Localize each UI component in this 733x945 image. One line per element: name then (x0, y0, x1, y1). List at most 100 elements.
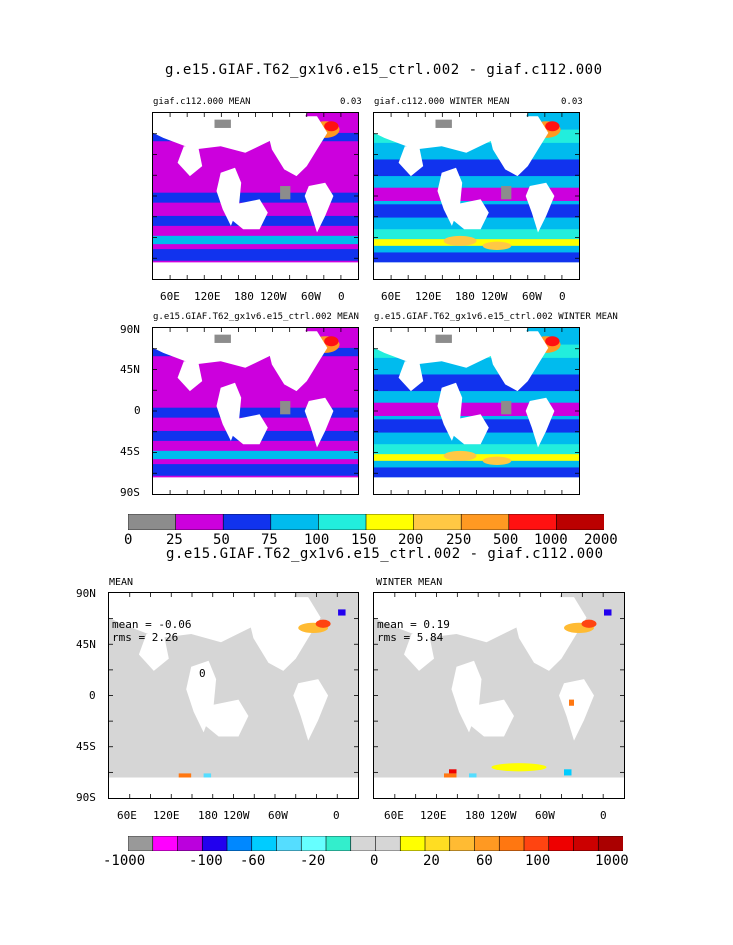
panel-label-bl: MEAN (109, 577, 134, 588)
lat-label: 45N (76, 638, 96, 651)
colorbar-swatch (413, 513, 463, 531)
lat-label: 0 (89, 689, 96, 702)
lon-label: 120W (490, 809, 517, 822)
cb-label: -60 (240, 853, 266, 869)
colorbar-swatch (597, 835, 624, 852)
colorbar-swatch (222, 513, 272, 531)
colorbar-swatch (508, 513, 558, 531)
panel-label-tr: giaf.c112.000 WINTER MEAN (374, 97, 510, 107)
cb-label: 100 (525, 853, 551, 869)
anomaly (338, 609, 346, 616)
field-patch (214, 334, 231, 343)
cb-label: 25 (166, 532, 183, 548)
land-mask (304, 182, 334, 233)
map-panel-mid-left (152, 327, 359, 495)
field-band (153, 249, 358, 261)
land-mask (514, 597, 587, 671)
anomaly (315, 619, 331, 628)
land-mask (398, 146, 424, 177)
map-svg-tr (374, 113, 579, 279)
colorbar-swatch (449, 835, 476, 852)
lon-label: 0 (559, 290, 566, 303)
anomaly (178, 773, 192, 778)
lon-label: 180 (234, 290, 254, 303)
map-panel-top-right (373, 112, 580, 280)
cb-label: 75 (261, 532, 278, 548)
field-patch (280, 186, 291, 200)
lon-label: 120E (153, 809, 180, 822)
land-mask (153, 262, 358, 279)
anomaly (203, 773, 212, 778)
stat-mean-left: mean = -0.06 (112, 618, 192, 631)
top-figure-title: g.e15.GIAF.T62_gx1v6.e15_ctrl.002 - giaf… (165, 62, 603, 78)
land-mask (404, 634, 434, 671)
colorbar-swatch (318, 513, 367, 531)
colorbar-swatch (573, 835, 600, 852)
land-mask (153, 113, 307, 153)
panel-label-br: WINTER MEAN (376, 577, 443, 588)
lon-label: 0 (338, 290, 345, 303)
colorbar-swatch (556, 513, 605, 531)
land-mask (374, 328, 528, 368)
cb-label: 60 (476, 853, 493, 869)
lon-label: 120W (481, 290, 508, 303)
land-mask (177, 361, 203, 392)
map-svg-bl (109, 593, 358, 798)
lat-label: 0 (134, 404, 141, 417)
bottom-colorbar-svg (127, 835, 624, 852)
field-hotspot (545, 336, 560, 347)
cb-label: 1000 (595, 853, 629, 869)
land-mask (109, 777, 358, 798)
land-mask (451, 199, 489, 230)
colorbar-swatch (399, 835, 426, 852)
colorbar-swatch (548, 835, 575, 852)
land-mask (267, 116, 328, 177)
lon-label: 120E (415, 290, 442, 303)
colorbar-swatch (270, 513, 320, 531)
map-panel-top-left (152, 112, 359, 280)
field-band (374, 467, 579, 478)
stat-rms-left: rms = 2.26 (112, 631, 179, 644)
colorbar-swatch (498, 835, 525, 852)
field-band (374, 454, 579, 461)
field-band (153, 407, 358, 418)
colorbar-swatch (350, 835, 377, 852)
land-mask (153, 328, 307, 368)
colorbar-swatch (276, 835, 303, 852)
land-mask (267, 331, 328, 392)
land-mask (109, 593, 296, 643)
land-mask (488, 116, 549, 177)
panel-label-ml: g.e15.GIAF.T62_gx1v6.e15_ctrl.002 MEAN (153, 312, 359, 322)
colorbar-swatch (177, 835, 204, 852)
stat-rms-right: rms = 5.84 (377, 631, 444, 644)
contour-label-left: 0 (199, 667, 206, 680)
field-hotspot (545, 121, 560, 132)
colorbar-swatch (300, 835, 327, 852)
land-mask (374, 113, 528, 153)
land-mask (398, 361, 424, 392)
lat-label: 45N (120, 363, 140, 376)
lon-label: 60W (301, 290, 321, 303)
top-colorbar (127, 513, 605, 531)
land-mask (230, 199, 268, 230)
field-hotspot (443, 235, 477, 246)
diff-map-panel-left (108, 592, 359, 799)
lon-label: 60W (535, 809, 555, 822)
land-mask (203, 699, 249, 737)
map-svg-br (374, 593, 624, 798)
field-band (153, 464, 358, 476)
land-mask (451, 414, 489, 445)
cb-label: 1000 (534, 532, 568, 548)
anomaly (469, 773, 477, 778)
colorbar-swatch (365, 513, 415, 531)
colorbar-swatch (201, 835, 228, 852)
lon-label: 60E (381, 290, 401, 303)
field-hotspot (443, 450, 477, 461)
field-hotspot (482, 456, 512, 465)
cb-label: 2000 (584, 532, 618, 548)
colorbar-swatch (127, 513, 177, 531)
colorbar-swatch (460, 513, 510, 531)
panel-corner-tl: 0.03 (340, 97, 362, 107)
lon-label: 0 (600, 809, 607, 822)
lon-label: 180 (198, 809, 218, 822)
